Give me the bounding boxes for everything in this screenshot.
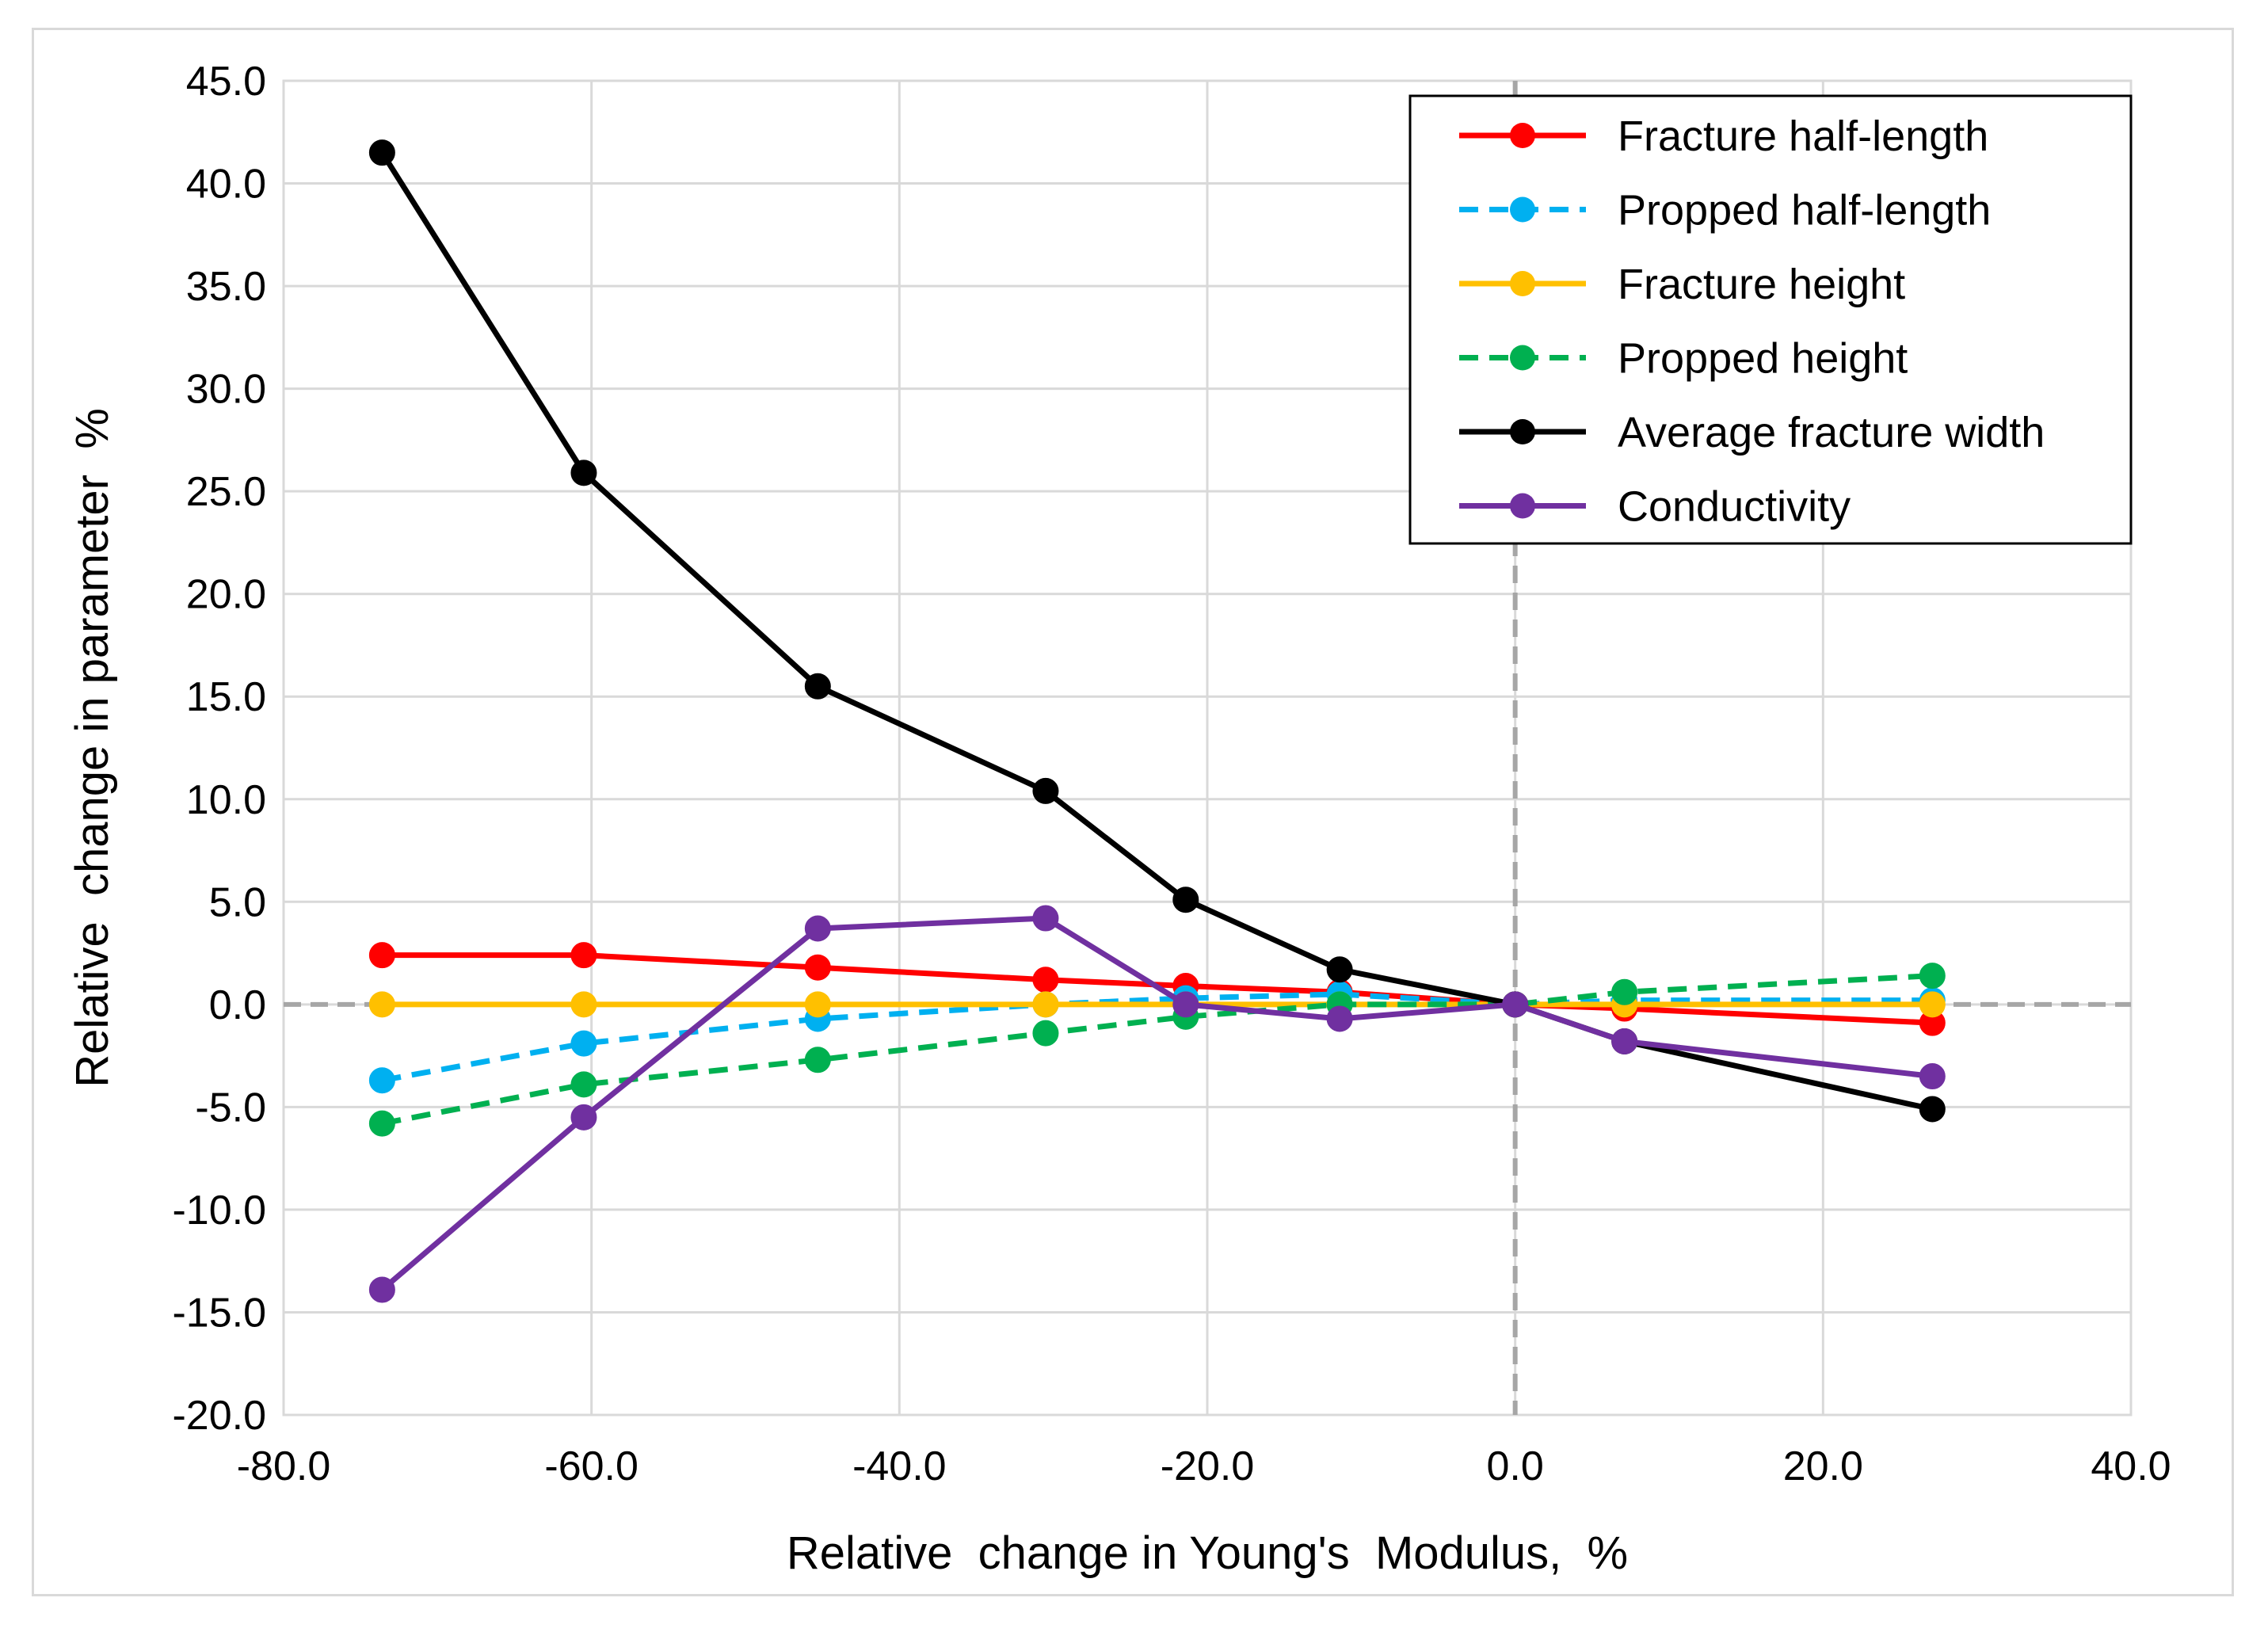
y-tick-label: 35.0: [186, 264, 266, 310]
data-point-conductivity: [1502, 991, 1529, 1018]
data-point-fracture-half-length: [570, 942, 597, 969]
data-point-propped-height: [570, 1071, 597, 1098]
y-axis-title: Relative change in parameter %: [67, 408, 118, 1088]
data-point-fracture-half-length: [1032, 967, 1059, 993]
data-point-propped-half-length: [570, 1030, 597, 1057]
x-tick-label: -20.0: [1161, 1443, 1255, 1489]
y-tick-label: -15.0: [172, 1290, 266, 1336]
y-tick-label: -20.0: [172, 1393, 266, 1439]
data-point-average-fracture-width: [1326, 956, 1353, 983]
data-point-fracture-height: [368, 991, 395, 1018]
legend-label: Propped half-length: [1618, 187, 1991, 235]
data-point-conductivity: [1032, 905, 1059, 932]
y-tick-label: 15.0: [186, 674, 266, 720]
data-point-average-fracture-width: [1919, 1096, 1946, 1123]
legend-label: Propped height: [1618, 335, 1908, 383]
legend-label: Average fracture width: [1618, 409, 2045, 456]
data-point-average-fracture-width: [368, 139, 395, 166]
y-tick-label: 0.0: [209, 982, 266, 1028]
series-propped-half-length: [368, 981, 1946, 1094]
x-tick-label: -60.0: [544, 1443, 638, 1489]
x-tick-label: -40.0: [852, 1443, 947, 1489]
data-point-conductivity: [1172, 991, 1199, 1018]
legend-swatch-marker: [1510, 123, 1535, 148]
data-point-conductivity: [368, 1276, 395, 1303]
legend-item-fracture-height: Fracture height: [1459, 261, 1905, 308]
series-line-propped-height: [381, 973, 1933, 1127]
data-point-average-fracture-width: [1172, 887, 1199, 913]
legend-swatch-marker: [1510, 419, 1535, 444]
chart-area: [32, 28, 2234, 1596]
y-tick-label: 25.0: [186, 469, 266, 515]
y-tick-label: 10.0: [186, 777, 266, 823]
data-point-propped-height: [368, 1110, 395, 1137]
y-tick-label: -10.0: [172, 1188, 266, 1234]
data-point-propped-height: [1611, 978, 1638, 1005]
x-tick-label: 40.0: [2091, 1443, 2171, 1489]
data-point-propped-height: [1032, 1020, 1059, 1047]
y-tick-label: 20.0: [186, 572, 266, 618]
y-tick-label: -5.0: [195, 1085, 266, 1131]
x-tick-label: 20.0: [1783, 1443, 1863, 1489]
legend: Fracture half-length Propped half-length F…: [1408, 94, 2133, 545]
series: [368, 139, 1946, 1303]
plot-area-border: [282, 79, 2133, 1417]
legend-item-propped-half-length: Propped half-length: [1459, 187, 1991, 235]
legend-swatch-marker: [1510, 493, 1535, 519]
legend-swatch-marker: [1510, 271, 1535, 296]
data-point-conductivity: [1611, 1028, 1638, 1054]
y-tick-label: 30.0: [186, 367, 266, 413]
data-point-average-fracture-width: [1032, 777, 1059, 804]
legend-swatch-marker: [1510, 196, 1535, 223]
y-tick-label: 40.0: [186, 162, 266, 208]
x-tick-label: 0.0: [1487, 1443, 1544, 1489]
data-point-fracture-height: [804, 991, 831, 1018]
data-point-average-fracture-width: [804, 673, 831, 700]
legend-swatch-marker: [1510, 345, 1535, 371]
series-line-conductivity: [380, 915, 1933, 1292]
legend-box: [1408, 94, 2133, 545]
data-point-propped-half-length: [368, 1067, 395, 1094]
data-point-conductivity: [804, 915, 831, 942]
data-point-conductivity: [570, 1104, 597, 1131]
data-point-fracture-height: [1032, 991, 1059, 1018]
legend-item-conductivity: Conductivity: [1459, 483, 1851, 531]
data-point-conductivity: [1326, 1005, 1353, 1032]
legend-label: Fracture half-length: [1618, 112, 1988, 160]
data-point-conductivity: [1919, 1063, 1946, 1090]
x-tick-label: -80.0: [237, 1443, 331, 1489]
x-axis-ticks: -80.0 -60.0 -40.0 -20.0 0.0 20.0 40.0: [237, 1443, 2171, 1489]
series-conductivity: [368, 905, 1946, 1303]
legend-item-average-fracture-width: Average fracture width: [1459, 409, 2045, 456]
legend-label: Conductivity: [1618, 483, 1851, 531]
data-point-fracture-half-length: [804, 954, 831, 981]
y-tick-label: 5.0: [209, 879, 266, 925]
y-axis-ticks: -20.0 -15.0 -10.0 -5.0 0.0 5.0 10.0 15.0 20.0 25.…: [172, 59, 266, 1439]
data-point-propped-height: [1919, 963, 1946, 989]
x-axis-title: Relative change in Young's Modulus, %: [787, 1527, 1628, 1579]
y-tick-label: 45.0: [186, 59, 266, 105]
data-point-fracture-height: [570, 991, 597, 1018]
data-point-propped-height: [804, 1047, 831, 1073]
data-point-fracture-half-length: [368, 942, 395, 969]
legend-label: Fracture height: [1618, 261, 1905, 308]
data-point-fracture-height: [1919, 991, 1946, 1018]
legend-item-fracture-half-length: Fracture half-length: [1459, 112, 1988, 160]
legend-item-propped-height: Propped height: [1459, 335, 1908, 383]
data-point-average-fracture-width: [570, 459, 597, 486]
